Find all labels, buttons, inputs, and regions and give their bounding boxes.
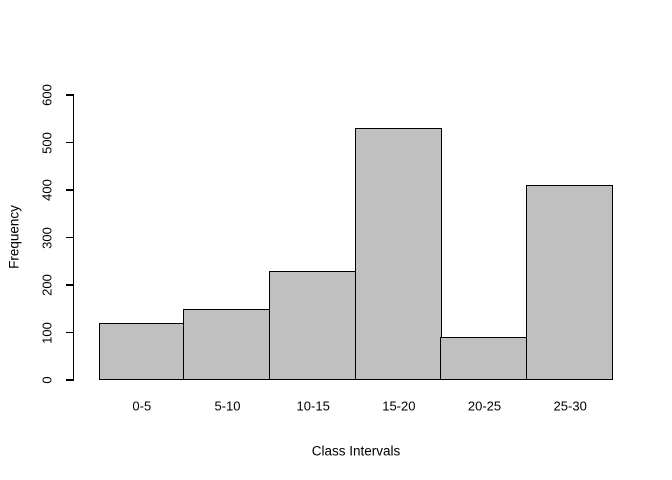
y-tick <box>65 189 73 191</box>
x-category-label: 20-25 <box>467 398 502 414</box>
y-tick <box>65 94 73 96</box>
x-category-label: 10-15 <box>296 398 330 414</box>
y-tick-label: 400 <box>39 179 55 201</box>
y-tick-label: 300 <box>39 226 55 249</box>
y-tick-label: 100 <box>39 321 55 344</box>
y-tick-label: 500 <box>39 131 55 154</box>
y-tick-label: 0 <box>39 376 55 384</box>
y-tick <box>65 141 73 144</box>
y-axis-title: Frequency <box>6 205 22 269</box>
histogram-bar <box>183 308 271 380</box>
y-axis-line <box>72 94 74 381</box>
x-category-label: 25-30 <box>553 398 587 414</box>
x-category-label: 0-5 <box>132 398 152 414</box>
histogram-bar <box>268 270 356 380</box>
x-axis-title: Class Intervals <box>311 443 401 459</box>
y-tick-label: 600 <box>39 84 55 106</box>
y-tick <box>65 236 73 239</box>
x-category-label: 5-10 <box>214 398 241 414</box>
y-tick <box>65 284 73 286</box>
histogram-bar <box>354 128 442 380</box>
x-category-label: 15-20 <box>382 398 416 414</box>
y-tick-label: 200 <box>39 274 55 296</box>
histogram-bar <box>525 185 613 380</box>
y-tick <box>65 331 73 334</box>
histogram-bar <box>440 337 528 380</box>
histogram-bar <box>99 323 185 380</box>
y-tick <box>65 379 73 381</box>
